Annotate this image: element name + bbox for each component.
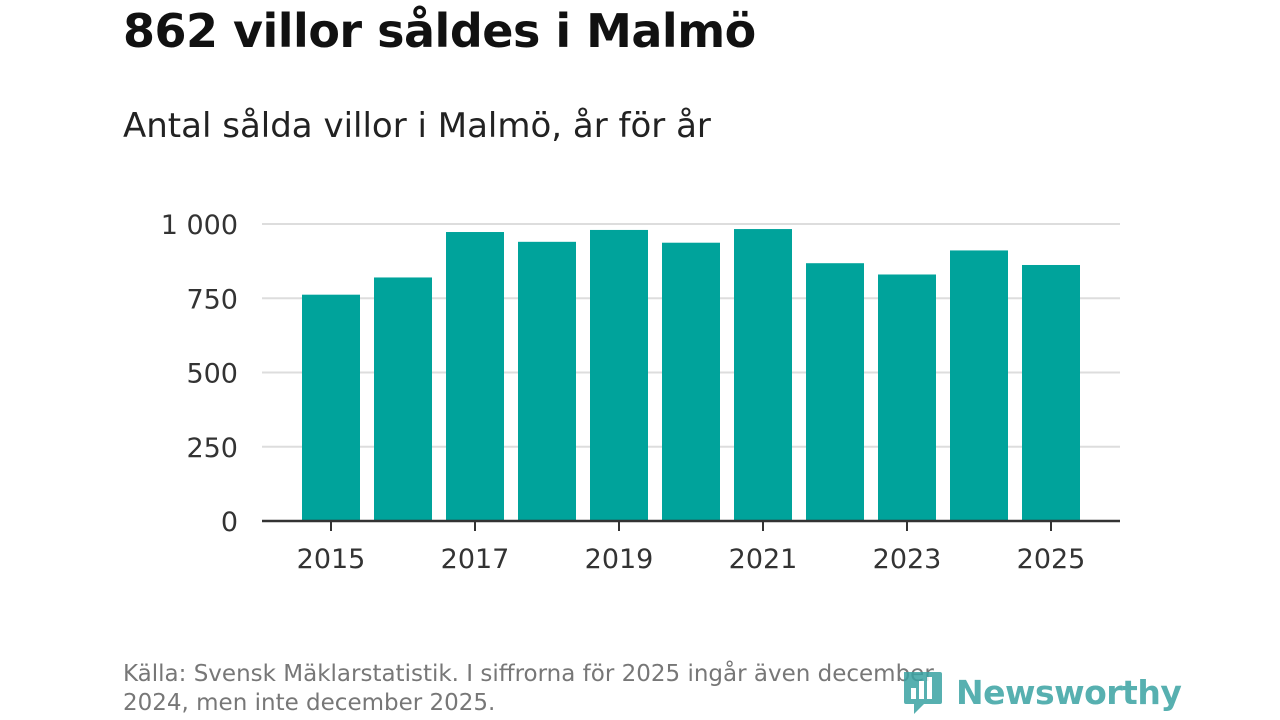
x-tick-label: 2019 <box>585 544 654 575</box>
bar-2015 <box>302 294 360 521</box>
y-tick-label: 1 000 <box>161 210 238 241</box>
x-tick-label: 2021 <box>729 544 798 575</box>
chart-subtitle: Antal sålda villor i Malmö, år för år <box>123 106 711 146</box>
bar-2018 <box>518 241 576 521</box>
y-tick-label: 0 <box>221 507 238 538</box>
x-tick-label: 2023 <box>873 544 942 575</box>
bar-2020 <box>662 242 720 521</box>
y-tick-label: 500 <box>186 359 238 390</box>
bar-2016 <box>374 277 432 521</box>
newsworthy-logo-icon <box>904 672 942 714</box>
newsworthy-logo: Newsworthy <box>902 668 1182 716</box>
bars <box>302 229 1080 522</box>
x-tick-label: 2025 <box>1017 544 1086 575</box>
y-tick-label: 750 <box>186 284 238 315</box>
bar-2021 <box>734 229 792 521</box>
newsworthy-logo-text: Newsworthy <box>956 672 1182 712</box>
y-tick-label: 250 <box>186 433 238 464</box>
axes: 0 250 500 750 1 000 2015 2017 2019 2021 2023 2025 <box>161 210 1120 575</box>
bar-2022 <box>806 263 864 521</box>
bar-2024 <box>950 250 1008 522</box>
chart-title: 862 villor såldes i Malmö <box>123 4 756 58</box>
source-note: Källa: Svensk Mäklarstatistik. I siffror… <box>123 661 934 716</box>
bar-2023 <box>878 274 936 521</box>
bar-chart: 0 250 500 750 1 000 2015 2017 2019 2021 2023 2025 <box>161 210 1120 575</box>
bar-2017 <box>446 232 504 522</box>
x-tick-label: 2015 <box>297 544 366 575</box>
bar-2025 <box>1022 264 1080 521</box>
x-tick-label: 2017 <box>441 544 510 575</box>
bar-2019 <box>590 229 648 521</box>
